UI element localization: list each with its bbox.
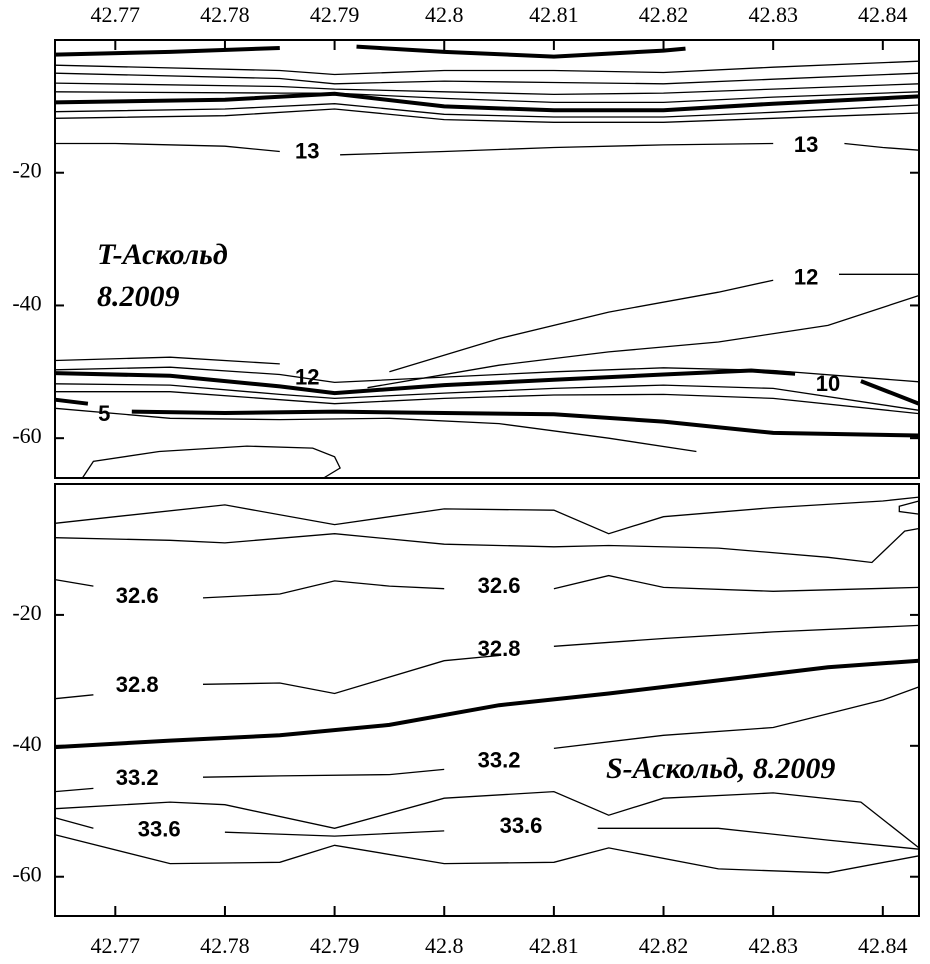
contour-line xyxy=(553,574,920,592)
contour-label: 13 xyxy=(794,132,818,157)
contour-line xyxy=(54,103,920,118)
contour-line xyxy=(340,142,774,156)
contour-line xyxy=(55,142,280,153)
contour-label: 10 xyxy=(816,371,840,396)
contour-label: 33.2 xyxy=(478,747,521,772)
x-tick-label: 42.82 xyxy=(639,2,689,27)
x-tick-label: 42.8 xyxy=(425,2,464,27)
contour-label: 32.8 xyxy=(478,636,521,661)
contour-line xyxy=(54,527,920,564)
contour-line xyxy=(202,654,500,695)
contour-line xyxy=(224,830,445,837)
contour-line xyxy=(553,624,920,647)
contour-line xyxy=(54,578,94,587)
contour-line xyxy=(54,787,94,793)
x-tick-label: 42.83 xyxy=(748,933,798,958)
bottom-panel-y-axis: -20 -40 -60 xyxy=(12,600,919,887)
x-tick-label: 42.81 xyxy=(529,933,579,958)
top-panel-y-axis: -20 -40 -60 xyxy=(12,158,919,448)
x-tick-label: 42.77 xyxy=(91,2,141,27)
contour-line xyxy=(54,91,920,104)
contour-label: 13 xyxy=(295,139,319,164)
top-panel-contour-labels: 13 13 12 12 10 5 xyxy=(98,132,840,426)
contour-line xyxy=(54,108,920,123)
contour-line xyxy=(54,356,280,365)
contour-label: 32.6 xyxy=(478,573,521,598)
contour-line xyxy=(54,72,920,85)
y-tick-label: -40 xyxy=(12,291,41,316)
contour-line xyxy=(389,279,774,373)
x-tick-label: 42.83 xyxy=(748,2,798,27)
contour-label: 33.6 xyxy=(138,817,181,842)
contour-label: 33.6 xyxy=(500,813,543,838)
contour-line xyxy=(54,60,920,76)
bottom-panel-title: S-Аскольд, 8.2009 xyxy=(606,752,835,785)
contour-line xyxy=(54,407,697,453)
bottom-panel-contours xyxy=(54,496,920,874)
x-tick-label: 42.84 xyxy=(858,933,908,958)
contour-line xyxy=(54,46,280,57)
y-tick-label: -60 xyxy=(12,862,41,887)
contour-line xyxy=(54,817,94,829)
contour-label: 32.6 xyxy=(116,583,159,608)
x-tick-label: 42.77 xyxy=(91,933,141,958)
x-tick-label: 42.78 xyxy=(200,933,250,958)
contour-label: 12 xyxy=(794,265,818,290)
contour-line xyxy=(860,379,920,406)
x-tick-label: 42.84 xyxy=(858,2,908,27)
contour-line xyxy=(553,686,920,750)
contour-line xyxy=(54,91,920,113)
y-tick-label: -40 xyxy=(12,731,41,756)
contour-line xyxy=(54,694,94,700)
top-panel-contours xyxy=(54,44,920,479)
contour-label: 5 xyxy=(98,401,110,426)
contour-line xyxy=(81,445,341,479)
bottom-panel-frame xyxy=(54,483,920,917)
top-panel-title-line-2: 8.2009 xyxy=(97,280,180,313)
contour-line xyxy=(55,391,920,415)
x-tick-label: 42.8 xyxy=(425,933,464,958)
bottom-panel-contour-labels: 32.6 32.6 32.8 32.8 33.2 33.2 33.6 33.6 xyxy=(116,573,543,842)
contour-line xyxy=(367,294,920,389)
bottom-panel-x-axis: 42.77 42.78 42.79 42.8 42.81 42.82 42.83 42.84 xyxy=(91,906,908,958)
x-tick-label: 42.82 xyxy=(639,933,689,958)
top-panel-title-line-1: T-Аскольд xyxy=(97,238,228,271)
contour-label: 32.8 xyxy=(116,672,159,697)
contour-line xyxy=(54,82,920,96)
contour-line xyxy=(54,834,920,874)
top-panel-frame xyxy=(54,39,920,479)
y-tick-label: -20 xyxy=(12,600,41,625)
contour-line xyxy=(54,790,920,849)
contour-line xyxy=(202,768,445,778)
contour-line xyxy=(202,580,445,599)
x-tick-label: 42.79 xyxy=(310,933,360,958)
contour-line xyxy=(844,142,920,151)
contour-line xyxy=(54,397,89,406)
top-panel: 13 13 12 12 10 5 42.77 42.78 42.79 42.8 42.81 42.8… xyxy=(12,2,920,479)
bottom-panel: 32.6 32.632.832.833.233.233.6 33.6 42.77 42… xyxy=(12,483,920,958)
contour-line xyxy=(898,500,920,515)
y-tick-label: -60 xyxy=(12,423,41,448)
contour-line xyxy=(131,409,920,438)
contour-line xyxy=(54,496,920,535)
contour-line xyxy=(356,44,686,59)
contour-line xyxy=(54,658,920,750)
contour-line xyxy=(54,383,920,411)
x-tick-label: 42.79 xyxy=(310,2,360,27)
contour-label: 33.2 xyxy=(116,765,159,790)
contour-line xyxy=(597,827,920,850)
x-tick-label: 42.78 xyxy=(200,2,250,27)
contour-label: 12 xyxy=(295,364,319,389)
contour-line xyxy=(54,368,796,396)
x-tick-label: 42.81 xyxy=(529,2,579,27)
top-panel-x-axis: 42.77 42.78 42.79 42.8 42.81 42.82 42.83 42.84 xyxy=(91,2,908,50)
y-tick-label: -20 xyxy=(12,158,41,183)
